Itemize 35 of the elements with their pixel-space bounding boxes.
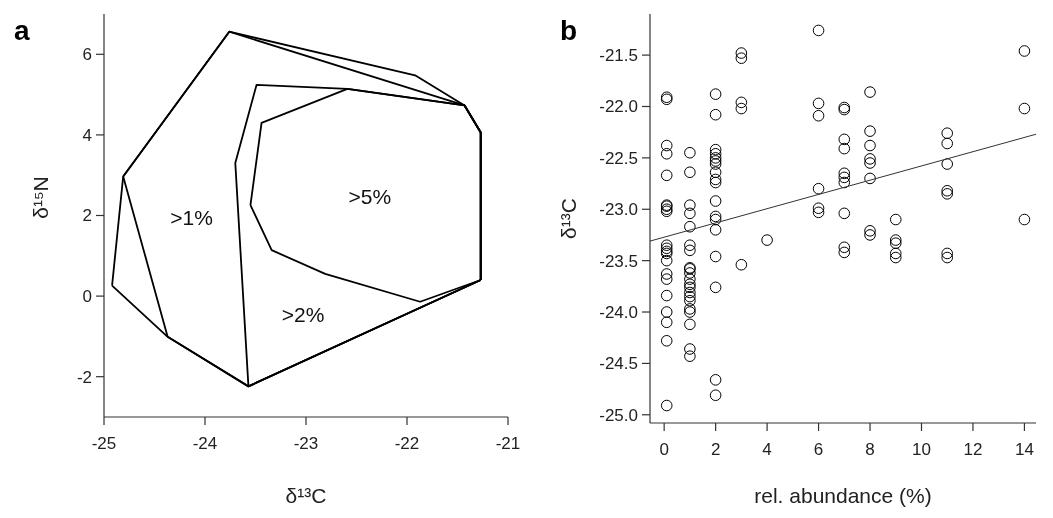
x-axis-title: rel. abundance (%) <box>754 484 932 507</box>
y-tick-label: -23.0 <box>599 200 638 220</box>
annotation: >2% <box>281 303 325 327</box>
y-tick-label: -22.0 <box>599 97 638 117</box>
y-axis-title: δ¹³C <box>557 198 580 239</box>
y-tick-label: 2 <box>82 206 92 226</box>
chart-title: a <box>14 15 30 46</box>
x-tick-label: -25 <box>91 434 117 453</box>
y-tick-label: -21.5 <box>599 46 638 66</box>
y-tick-label: 0 <box>82 287 92 307</box>
x-tick-label: 12 <box>963 440 983 459</box>
chart-title: b <box>560 15 578 46</box>
y-tick-label: 6 <box>82 45 92 65</box>
x-tick-label: -23 <box>293 434 319 453</box>
y-tick-label: -22.5 <box>599 148 638 168</box>
x-tick-label: 14 <box>1014 440 1034 459</box>
x-axis-title: δ¹³C <box>285 484 327 507</box>
x-tick-label: -22 <box>394 434 420 453</box>
x-tick-label: 4 <box>762 440 772 459</box>
y-tick-label: -2 <box>76 367 92 387</box>
y-axis-title: δ¹⁵N <box>29 176 52 219</box>
y-tick-label: -25.0 <box>599 405 638 425</box>
x-tick-label: 10 <box>912 440 931 459</box>
x-tick-label: 2 <box>710 440 721 459</box>
annotation: >1% <box>170 206 213 230</box>
y-tick-label: -24.0 <box>599 302 638 322</box>
x-tick-label: 8 <box>865 440 875 459</box>
annotation: >5% <box>348 184 392 208</box>
y-tick-label: 4 <box>82 125 92 145</box>
x-tick-label: -24 <box>192 434 218 453</box>
x-tick-label: 6 <box>813 440 824 459</box>
y-tick-label: -24.5 <box>599 354 638 374</box>
x-tick-label: -21 <box>495 434 521 453</box>
y-tick-label: -23.5 <box>599 251 638 271</box>
x-tick-label: 0 <box>659 440 669 459</box>
